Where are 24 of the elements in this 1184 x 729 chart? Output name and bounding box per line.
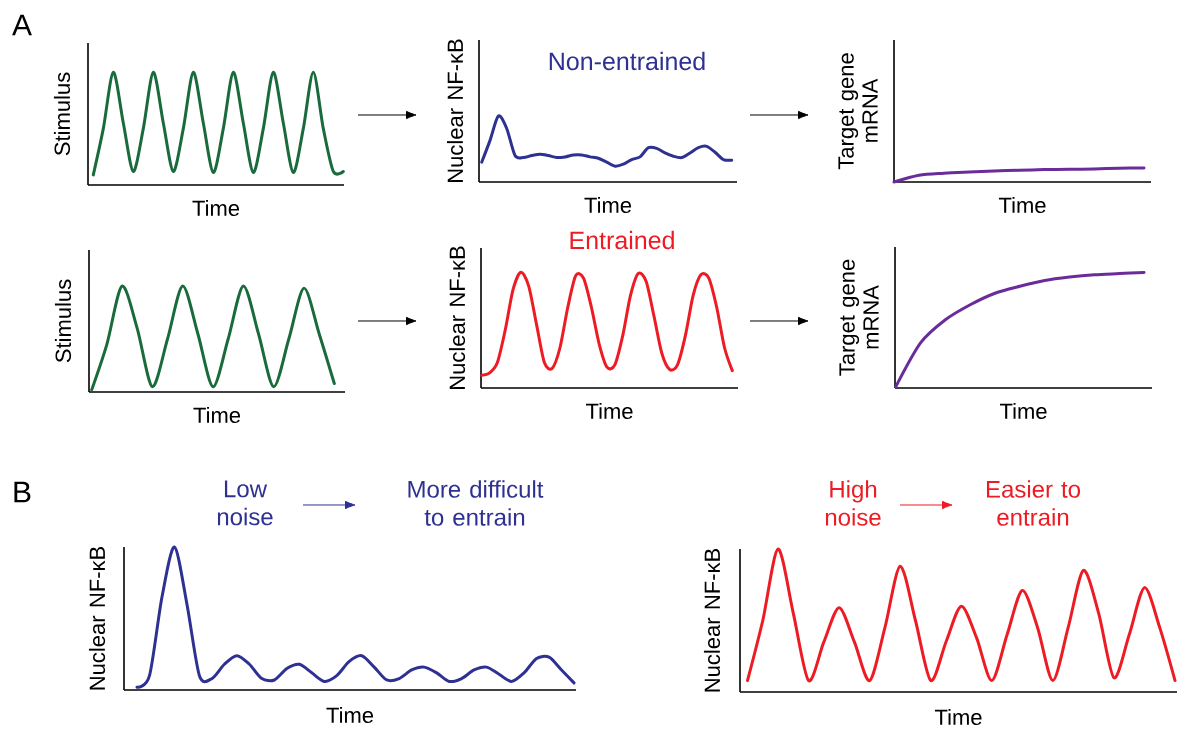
y-axis-title: Nuclear NF-κB: [448, 246, 466, 389]
x-axis-title: Time: [584, 196, 632, 214]
x-axis-title: Time: [192, 199, 240, 217]
x-axis-title: Time: [998, 196, 1046, 214]
y-axis-title: Target gene mRNA: [838, 53, 878, 170]
chart-title: Non-entrained: [549, 51, 705, 71]
x-axis-title: Time: [585, 402, 633, 420]
x-axis-title: Time: [326, 706, 374, 724]
y-axis-title: Stimulus: [53, 72, 71, 156]
text: High noise: [825, 480, 881, 526]
x-axis-title: Time: [193, 406, 241, 424]
x-axis-title: Time: [934, 708, 982, 726]
text: Easier to entrain: [986, 480, 1081, 526]
y-axis-title: Stimulus: [54, 279, 72, 363]
text: Low noise: [217, 480, 273, 526]
text: A: [12, 14, 32, 36]
y-axis-title: Nuclear NF-κB: [88, 546, 106, 690]
y-axis-title: Nuclear NF-κB: [703, 548, 721, 692]
text: B: [14, 481, 31, 503]
y-axis-title: Target gene mRNA: [839, 259, 879, 376]
y-axis-title: Nuclear NF-κB: [446, 39, 464, 182]
x-axis-title: Time: [999, 402, 1047, 420]
chart-title: Entrained: [570, 230, 674, 250]
text: More difficult to entrain: [408, 480, 544, 526]
